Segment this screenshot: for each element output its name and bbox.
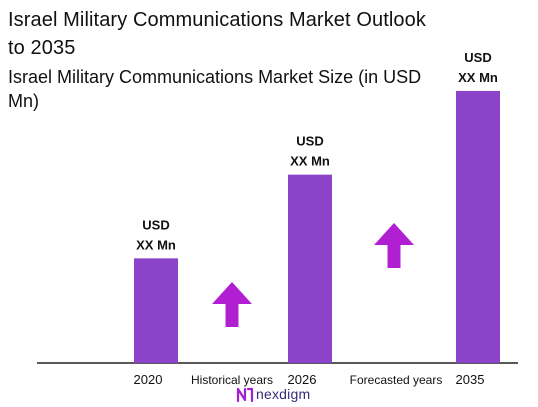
growth-arrow-forecast-icon — [374, 223, 414, 268]
brand-logo: nexdigm — [236, 385, 336, 405]
data-label-value: XX Mn — [458, 70, 498, 85]
data-label-value: XX Mn — [290, 154, 330, 169]
period-label: Forecasted years — [350, 373, 443, 387]
data-label-currency: USD — [464, 50, 491, 65]
growth-arrow-historical-icon — [212, 282, 252, 327]
chart-title: Israel Military Communications Market Ou… — [8, 9, 426, 59]
data-label-currency: USD — [142, 217, 169, 232]
title-block: Israel Military Communications Market Ou… — [8, 6, 448, 113]
bar-2026 — [288, 174, 332, 363]
data-label-value: XX Mn — [136, 237, 176, 252]
nexdigm-logo-icon — [236, 387, 254, 403]
x-tick-label: 2035 — [456, 372, 485, 387]
chart-subtitle: Israel Military Communications Market Si… — [8, 67, 422, 111]
x-tick-label: 2026 — [288, 372, 317, 387]
bar-2020 — [134, 258, 178, 363]
x-tick-label: 2020 — [134, 372, 163, 387]
period-label: Historical years — [191, 373, 273, 387]
bar-2035 — [456, 90, 500, 363]
data-label-currency: USD — [296, 134, 323, 149]
brand-name: nexdigm — [256, 386, 311, 402]
